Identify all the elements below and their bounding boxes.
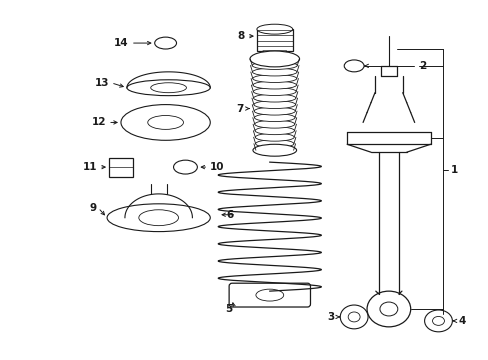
Ellipse shape <box>255 140 293 148</box>
Ellipse shape <box>255 127 294 135</box>
Text: 2: 2 <box>418 61 425 71</box>
Text: 13: 13 <box>94 78 109 88</box>
Ellipse shape <box>253 81 296 89</box>
Ellipse shape <box>173 160 197 174</box>
Text: 8: 8 <box>237 31 244 41</box>
Ellipse shape <box>253 87 296 95</box>
Ellipse shape <box>147 116 183 129</box>
Text: 4: 4 <box>457 316 465 326</box>
Ellipse shape <box>432 316 444 325</box>
Polygon shape <box>263 51 286 59</box>
Ellipse shape <box>107 204 210 231</box>
Ellipse shape <box>252 75 296 82</box>
Text: 5: 5 <box>224 304 232 314</box>
Text: 7: 7 <box>236 104 244 113</box>
Text: 11: 11 <box>82 162 97 172</box>
Ellipse shape <box>154 37 176 49</box>
Text: 6: 6 <box>226 210 234 220</box>
Ellipse shape <box>255 133 294 141</box>
Text: 12: 12 <box>91 117 106 127</box>
Text: 9: 9 <box>89 203 96 213</box>
Text: 14: 14 <box>114 38 129 48</box>
Ellipse shape <box>252 68 296 76</box>
Ellipse shape <box>252 62 297 69</box>
Ellipse shape <box>255 146 293 154</box>
FancyBboxPatch shape <box>109 158 133 177</box>
Ellipse shape <box>254 120 294 128</box>
Text: 1: 1 <box>449 165 457 175</box>
Ellipse shape <box>121 105 210 140</box>
Ellipse shape <box>379 302 397 316</box>
Ellipse shape <box>344 60 364 72</box>
Ellipse shape <box>424 310 451 332</box>
Ellipse shape <box>254 107 295 115</box>
Ellipse shape <box>254 114 294 122</box>
Ellipse shape <box>255 289 283 301</box>
Ellipse shape <box>150 83 186 93</box>
Ellipse shape <box>127 80 210 96</box>
Ellipse shape <box>366 291 410 327</box>
Ellipse shape <box>253 100 295 109</box>
Ellipse shape <box>253 94 295 102</box>
Ellipse shape <box>347 312 359 322</box>
Text: 3: 3 <box>326 312 334 322</box>
Text: 10: 10 <box>210 162 224 172</box>
Ellipse shape <box>340 305 367 329</box>
Polygon shape <box>256 29 292 51</box>
Ellipse shape <box>139 210 178 226</box>
Ellipse shape <box>252 144 296 156</box>
Ellipse shape <box>256 24 292 34</box>
Ellipse shape <box>249 51 299 67</box>
FancyBboxPatch shape <box>229 283 310 307</box>
